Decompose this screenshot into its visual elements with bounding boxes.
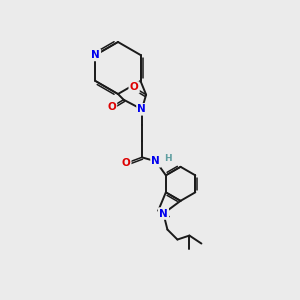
Text: N: N xyxy=(91,50,100,60)
Text: O: O xyxy=(130,82,139,92)
Text: N: N xyxy=(152,156,160,166)
Text: N: N xyxy=(137,104,146,114)
Text: O: O xyxy=(122,158,130,168)
Text: H: H xyxy=(164,154,172,163)
Text: O: O xyxy=(107,102,116,112)
Text: N: N xyxy=(159,208,168,218)
